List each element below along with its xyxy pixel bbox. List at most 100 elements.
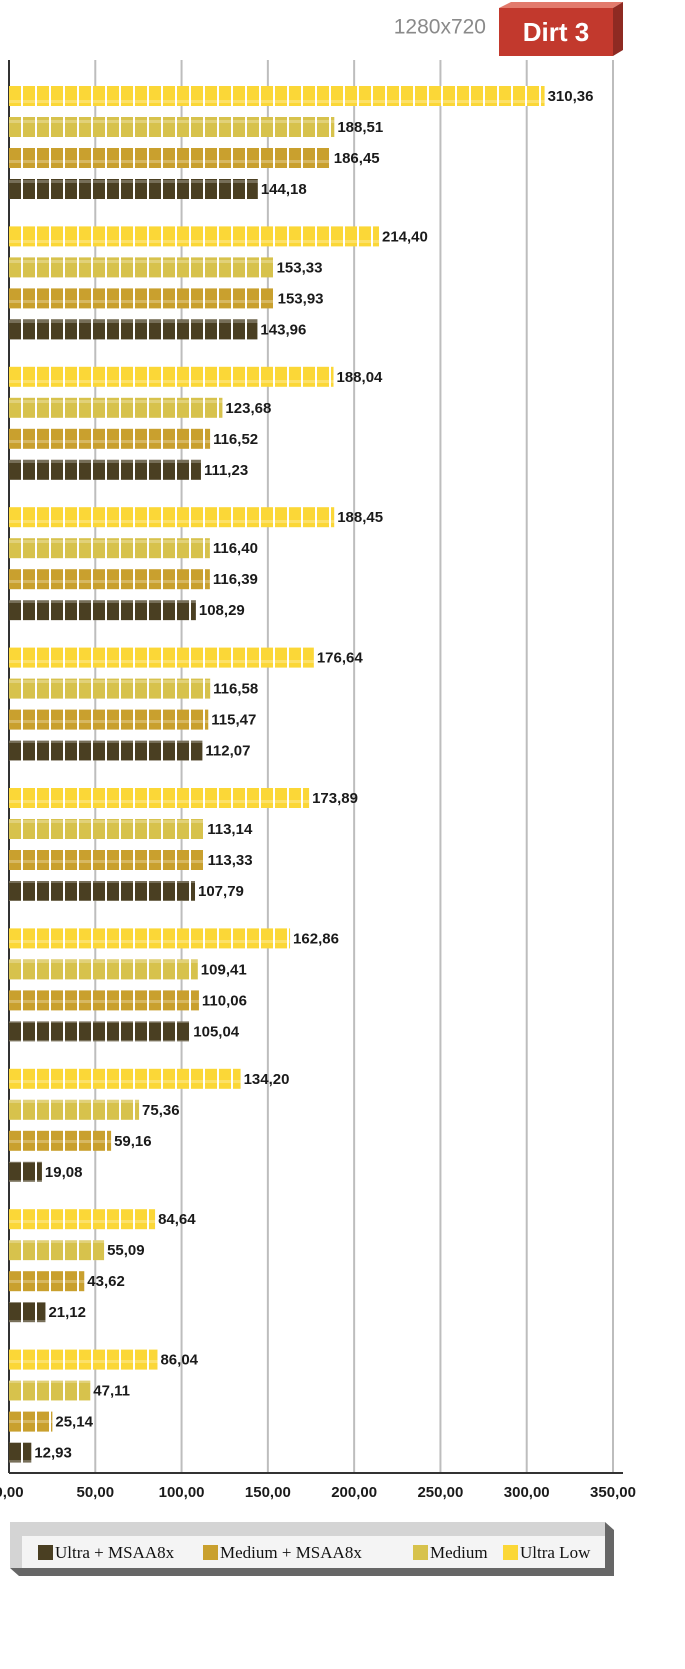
x-tick-label: 0,00 xyxy=(0,1484,24,1501)
value-label: 173,89 xyxy=(312,790,358,807)
bar xyxy=(9,1271,85,1292)
legend-swatch xyxy=(38,1545,53,1560)
value-label: 188,51 xyxy=(337,119,383,136)
bar xyxy=(9,226,379,247)
value-label: 310,36 xyxy=(548,88,594,105)
bar xyxy=(9,288,275,309)
value-label: 19,08 xyxy=(45,1164,83,1181)
value-label: 59,16 xyxy=(114,1133,152,1150)
bar xyxy=(9,678,211,699)
value-label: 21,12 xyxy=(48,1304,86,1321)
value-label: 47,11 xyxy=(93,1383,130,1400)
value-label: 153,33 xyxy=(277,259,323,276)
bar xyxy=(9,1380,91,1401)
value-label: 116,39 xyxy=(213,571,258,588)
value-label: 134,20 xyxy=(244,1071,290,1088)
value-label: 162,86 xyxy=(293,930,339,947)
x-tick-label: 350,00 xyxy=(590,1484,636,1501)
bar xyxy=(9,117,335,137)
bar xyxy=(9,428,211,449)
value-label: 12,93 xyxy=(34,1445,72,1462)
bar xyxy=(9,538,210,559)
bar xyxy=(9,1411,53,1432)
value-label: 116,40 xyxy=(213,540,258,557)
value-label: 105,04 xyxy=(193,1023,240,1040)
bar xyxy=(9,1099,140,1120)
bar xyxy=(9,788,310,808)
bar xyxy=(9,148,331,168)
bar xyxy=(9,959,198,980)
bar xyxy=(9,397,223,418)
value-label: 153,93 xyxy=(278,290,324,307)
bar xyxy=(9,600,196,621)
bar xyxy=(9,1240,105,1261)
x-tick-label: 250,00 xyxy=(417,1484,463,1501)
bar xyxy=(9,1068,241,1089)
value-label: 188,04 xyxy=(337,369,384,386)
bar xyxy=(9,740,203,761)
legend-swatch xyxy=(203,1545,218,1560)
bar xyxy=(9,366,334,387)
bar xyxy=(9,1349,158,1370)
value-label: 107,79 xyxy=(198,883,244,900)
legend-swatch xyxy=(413,1545,428,1560)
bar xyxy=(9,1442,32,1463)
value-label: 176,64 xyxy=(317,650,364,667)
value-label: 143,96 xyxy=(260,321,306,338)
legend-swatch xyxy=(503,1545,518,1560)
value-label: 186,45 xyxy=(334,150,380,167)
bar xyxy=(9,928,291,949)
value-label: 214,40 xyxy=(382,228,428,245)
bar xyxy=(9,1130,112,1151)
title-box xyxy=(499,8,613,56)
bar xyxy=(9,257,274,278)
bar xyxy=(9,1209,156,1230)
value-label: 113,33 xyxy=(208,852,253,869)
value-label: 110,06 xyxy=(202,992,247,1009)
bar xyxy=(9,990,199,1011)
chart-subtitle: 1280x720 xyxy=(394,16,486,39)
value-label: 84,64 xyxy=(158,1211,196,1228)
value-label: 112,07 xyxy=(205,743,250,760)
legend-label: Medium + MSAA8x xyxy=(220,1543,362,1562)
x-tick-label: 200,00 xyxy=(331,1484,377,1501)
bar xyxy=(9,569,210,590)
bar xyxy=(9,179,258,199)
bar xyxy=(9,819,205,839)
bar xyxy=(9,1021,191,1042)
value-label: 113,14 xyxy=(207,821,253,838)
value-label: 116,58 xyxy=(213,681,258,698)
bar xyxy=(9,1302,46,1323)
value-label: 25,14 xyxy=(55,1414,93,1431)
value-label: 144,18 xyxy=(261,181,307,198)
chart-title: Dirt 3 xyxy=(523,17,589,47)
value-label: 111,23 xyxy=(204,462,248,479)
bar xyxy=(9,319,258,340)
value-label: 43,62 xyxy=(87,1273,125,1290)
bar xyxy=(9,881,196,901)
value-label: 75,36 xyxy=(142,1102,180,1119)
value-label: 115,47 xyxy=(211,712,256,729)
x-tick-label: 150,00 xyxy=(245,1484,291,1501)
title-box-side xyxy=(613,2,623,56)
bar xyxy=(9,647,314,668)
bar xyxy=(9,459,201,480)
bar xyxy=(9,86,545,106)
value-label: 188,45 xyxy=(337,509,383,526)
value-label: 116,52 xyxy=(213,431,258,448)
title-box-top xyxy=(499,2,623,8)
x-tick-label: 300,00 xyxy=(504,1484,550,1501)
legend-label: Ultra + MSAA8x xyxy=(55,1543,175,1562)
legend-label: Ultra Low xyxy=(520,1543,591,1562)
x-tick-label: 50,00 xyxy=(77,1484,115,1501)
value-label: 123,68 xyxy=(225,400,271,417)
bar xyxy=(9,850,205,870)
bar xyxy=(9,1161,42,1182)
value-label: 86,04 xyxy=(160,1352,198,1369)
value-label: 108,29 xyxy=(199,602,245,619)
x-tick-label: 100,00 xyxy=(159,1484,205,1501)
bar xyxy=(9,709,209,730)
value-label: 55,09 xyxy=(107,1242,145,1259)
value-label: 109,41 xyxy=(201,961,247,978)
